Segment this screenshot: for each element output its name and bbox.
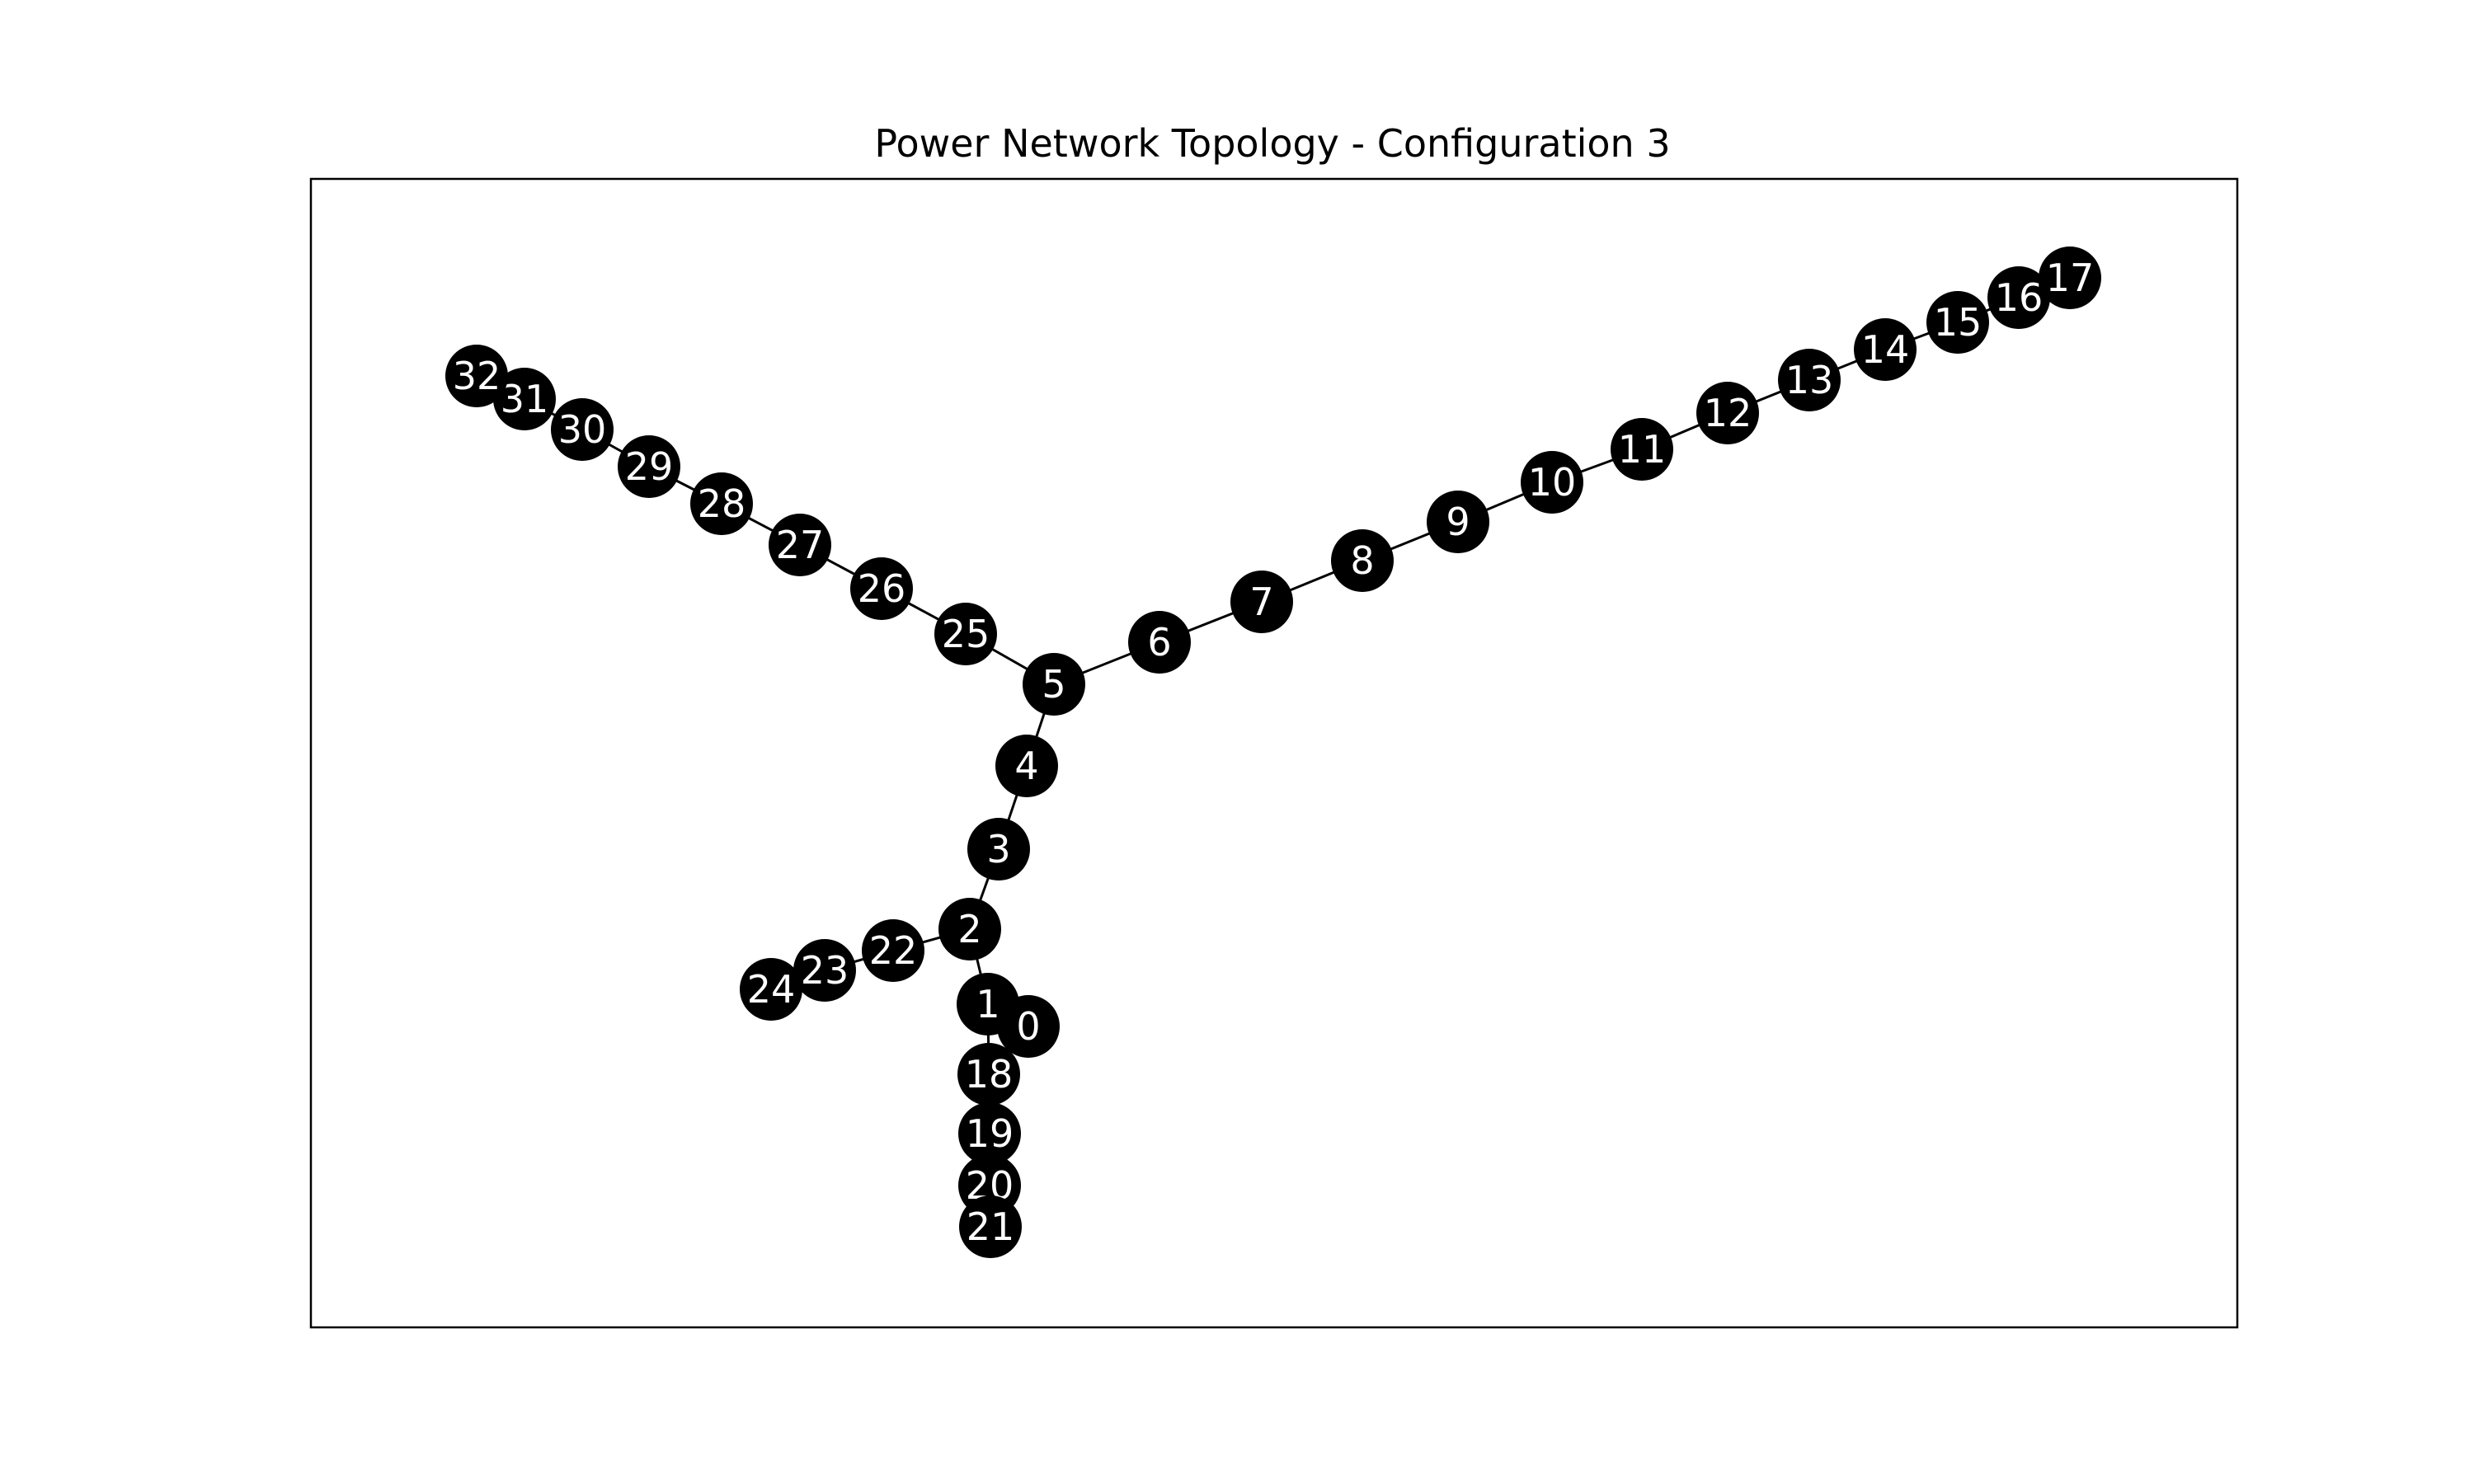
node-label-29: 29	[625, 444, 674, 489]
node-label-21: 21	[967, 1205, 1015, 1249]
node-30: 30	[551, 398, 614, 461]
node-circle-22	[862, 919, 924, 982]
node-9: 9	[1427, 491, 1489, 553]
node-label-11: 11	[1618, 427, 1667, 472]
node-circle-27	[769, 514, 831, 576]
node-13: 13	[1778, 349, 1841, 411]
node-26: 26	[850, 557, 913, 620]
node-label-26: 26	[858, 566, 906, 611]
node-label-30: 30	[558, 407, 607, 452]
node-27: 27	[769, 514, 831, 576]
node-circle-9	[1427, 491, 1489, 553]
node-circle-11	[1611, 418, 1673, 481]
node-19: 19	[958, 1102, 1021, 1165]
node-1: 1	[957, 973, 1019, 1036]
node-label-8: 8	[1350, 538, 1374, 583]
node-circle-15	[1926, 291, 1989, 354]
node-2: 2	[938, 898, 1001, 960]
node-circle-17	[2039, 247, 2101, 309]
plot-frame	[309, 177, 2239, 1329]
node-label-32: 32	[453, 354, 501, 398]
node-10: 10	[1521, 451, 1583, 514]
node-3: 3	[967, 818, 1030, 881]
node-circle-24	[740, 958, 802, 1021]
diagram-title: Power Network Topology - Configuration 3	[874, 121, 1670, 166]
node-label-28: 28	[698, 481, 746, 526]
node-label-15: 15	[1934, 300, 1982, 345]
node-circle-18	[957, 1043, 1020, 1106]
node-label-31: 31	[501, 377, 549, 421]
node-circle-30	[551, 398, 614, 461]
node-circle-1	[957, 973, 1019, 1036]
node-circle-29	[618, 435, 680, 498]
node-circle-21	[959, 1195, 1022, 1258]
node-7: 7	[1230, 571, 1293, 633]
node-18: 18	[957, 1043, 1020, 1106]
node-14: 14	[1854, 318, 1917, 381]
node-11: 11	[1611, 418, 1673, 481]
node-circle-3	[967, 818, 1030, 881]
node-22: 22	[862, 919, 924, 982]
node-circle-25	[934, 603, 997, 665]
node-25: 25	[934, 603, 997, 665]
node-circle-8	[1331, 529, 1394, 592]
node-label-13: 13	[1785, 358, 1834, 402]
node-label-9: 9	[1446, 500, 1470, 544]
node-circle-2	[938, 898, 1001, 960]
node-circle-16	[1987, 266, 2050, 329]
node-label-1: 1	[976, 982, 999, 1026]
node-circle-19	[958, 1102, 1021, 1165]
node-label-16: 16	[1995, 275, 2044, 320]
node-circle-5	[1023, 653, 1085, 716]
node-circle-13	[1778, 349, 1841, 411]
node-5: 5	[1023, 653, 1085, 716]
node-6: 6	[1128, 611, 1191, 674]
node-label-5: 5	[1042, 662, 1065, 707]
node-circle-23	[793, 939, 856, 1002]
node-circle-6	[1128, 611, 1191, 674]
node-label-10: 10	[1528, 460, 1577, 505]
node-circle-32	[445, 345, 508, 407]
node-29: 29	[618, 435, 680, 498]
node-circle-28	[690, 472, 753, 535]
node-label-4: 4	[1014, 744, 1038, 788]
node-label-14: 14	[1861, 327, 1910, 372]
node-circle-31	[493, 368, 556, 430]
node-21: 21	[959, 1195, 1022, 1258]
node-8: 8	[1331, 529, 1394, 592]
node-label-25: 25	[942, 612, 990, 656]
node-label-19: 19	[966, 1111, 1014, 1156]
node-circle-4	[995, 735, 1058, 797]
node-23: 23	[793, 939, 856, 1002]
node-28: 28	[690, 472, 753, 535]
node-32: 32	[445, 345, 508, 407]
node-17: 17	[2039, 247, 2101, 309]
node-24: 24	[740, 958, 802, 1021]
node-label-17: 17	[2046, 256, 2095, 300]
node-label-12: 12	[1704, 391, 1752, 435]
node-label-23: 23	[801, 948, 849, 993]
node-16: 16	[1987, 266, 2050, 329]
node-label-6: 6	[1147, 620, 1171, 665]
node-31: 31	[493, 368, 556, 430]
node-12: 12	[1696, 382, 1759, 444]
node-label-18: 18	[965, 1052, 1014, 1097]
node-circle-12	[1696, 382, 1759, 444]
node-label-27: 27	[776, 523, 825, 567]
node-label-3: 3	[986, 827, 1010, 871]
node-label-2: 2	[957, 907, 981, 951]
node-15: 15	[1926, 291, 1989, 354]
node-label-24: 24	[747, 967, 796, 1012]
node-4: 4	[995, 735, 1058, 797]
node-circle-26	[850, 557, 913, 620]
node-label-22: 22	[869, 928, 918, 973]
node-circle-14	[1854, 318, 1917, 381]
node-label-7: 7	[1249, 580, 1273, 624]
node-circle-7	[1230, 571, 1293, 633]
node-label-0: 0	[1016, 1004, 1040, 1049]
node-circle-10	[1521, 451, 1583, 514]
